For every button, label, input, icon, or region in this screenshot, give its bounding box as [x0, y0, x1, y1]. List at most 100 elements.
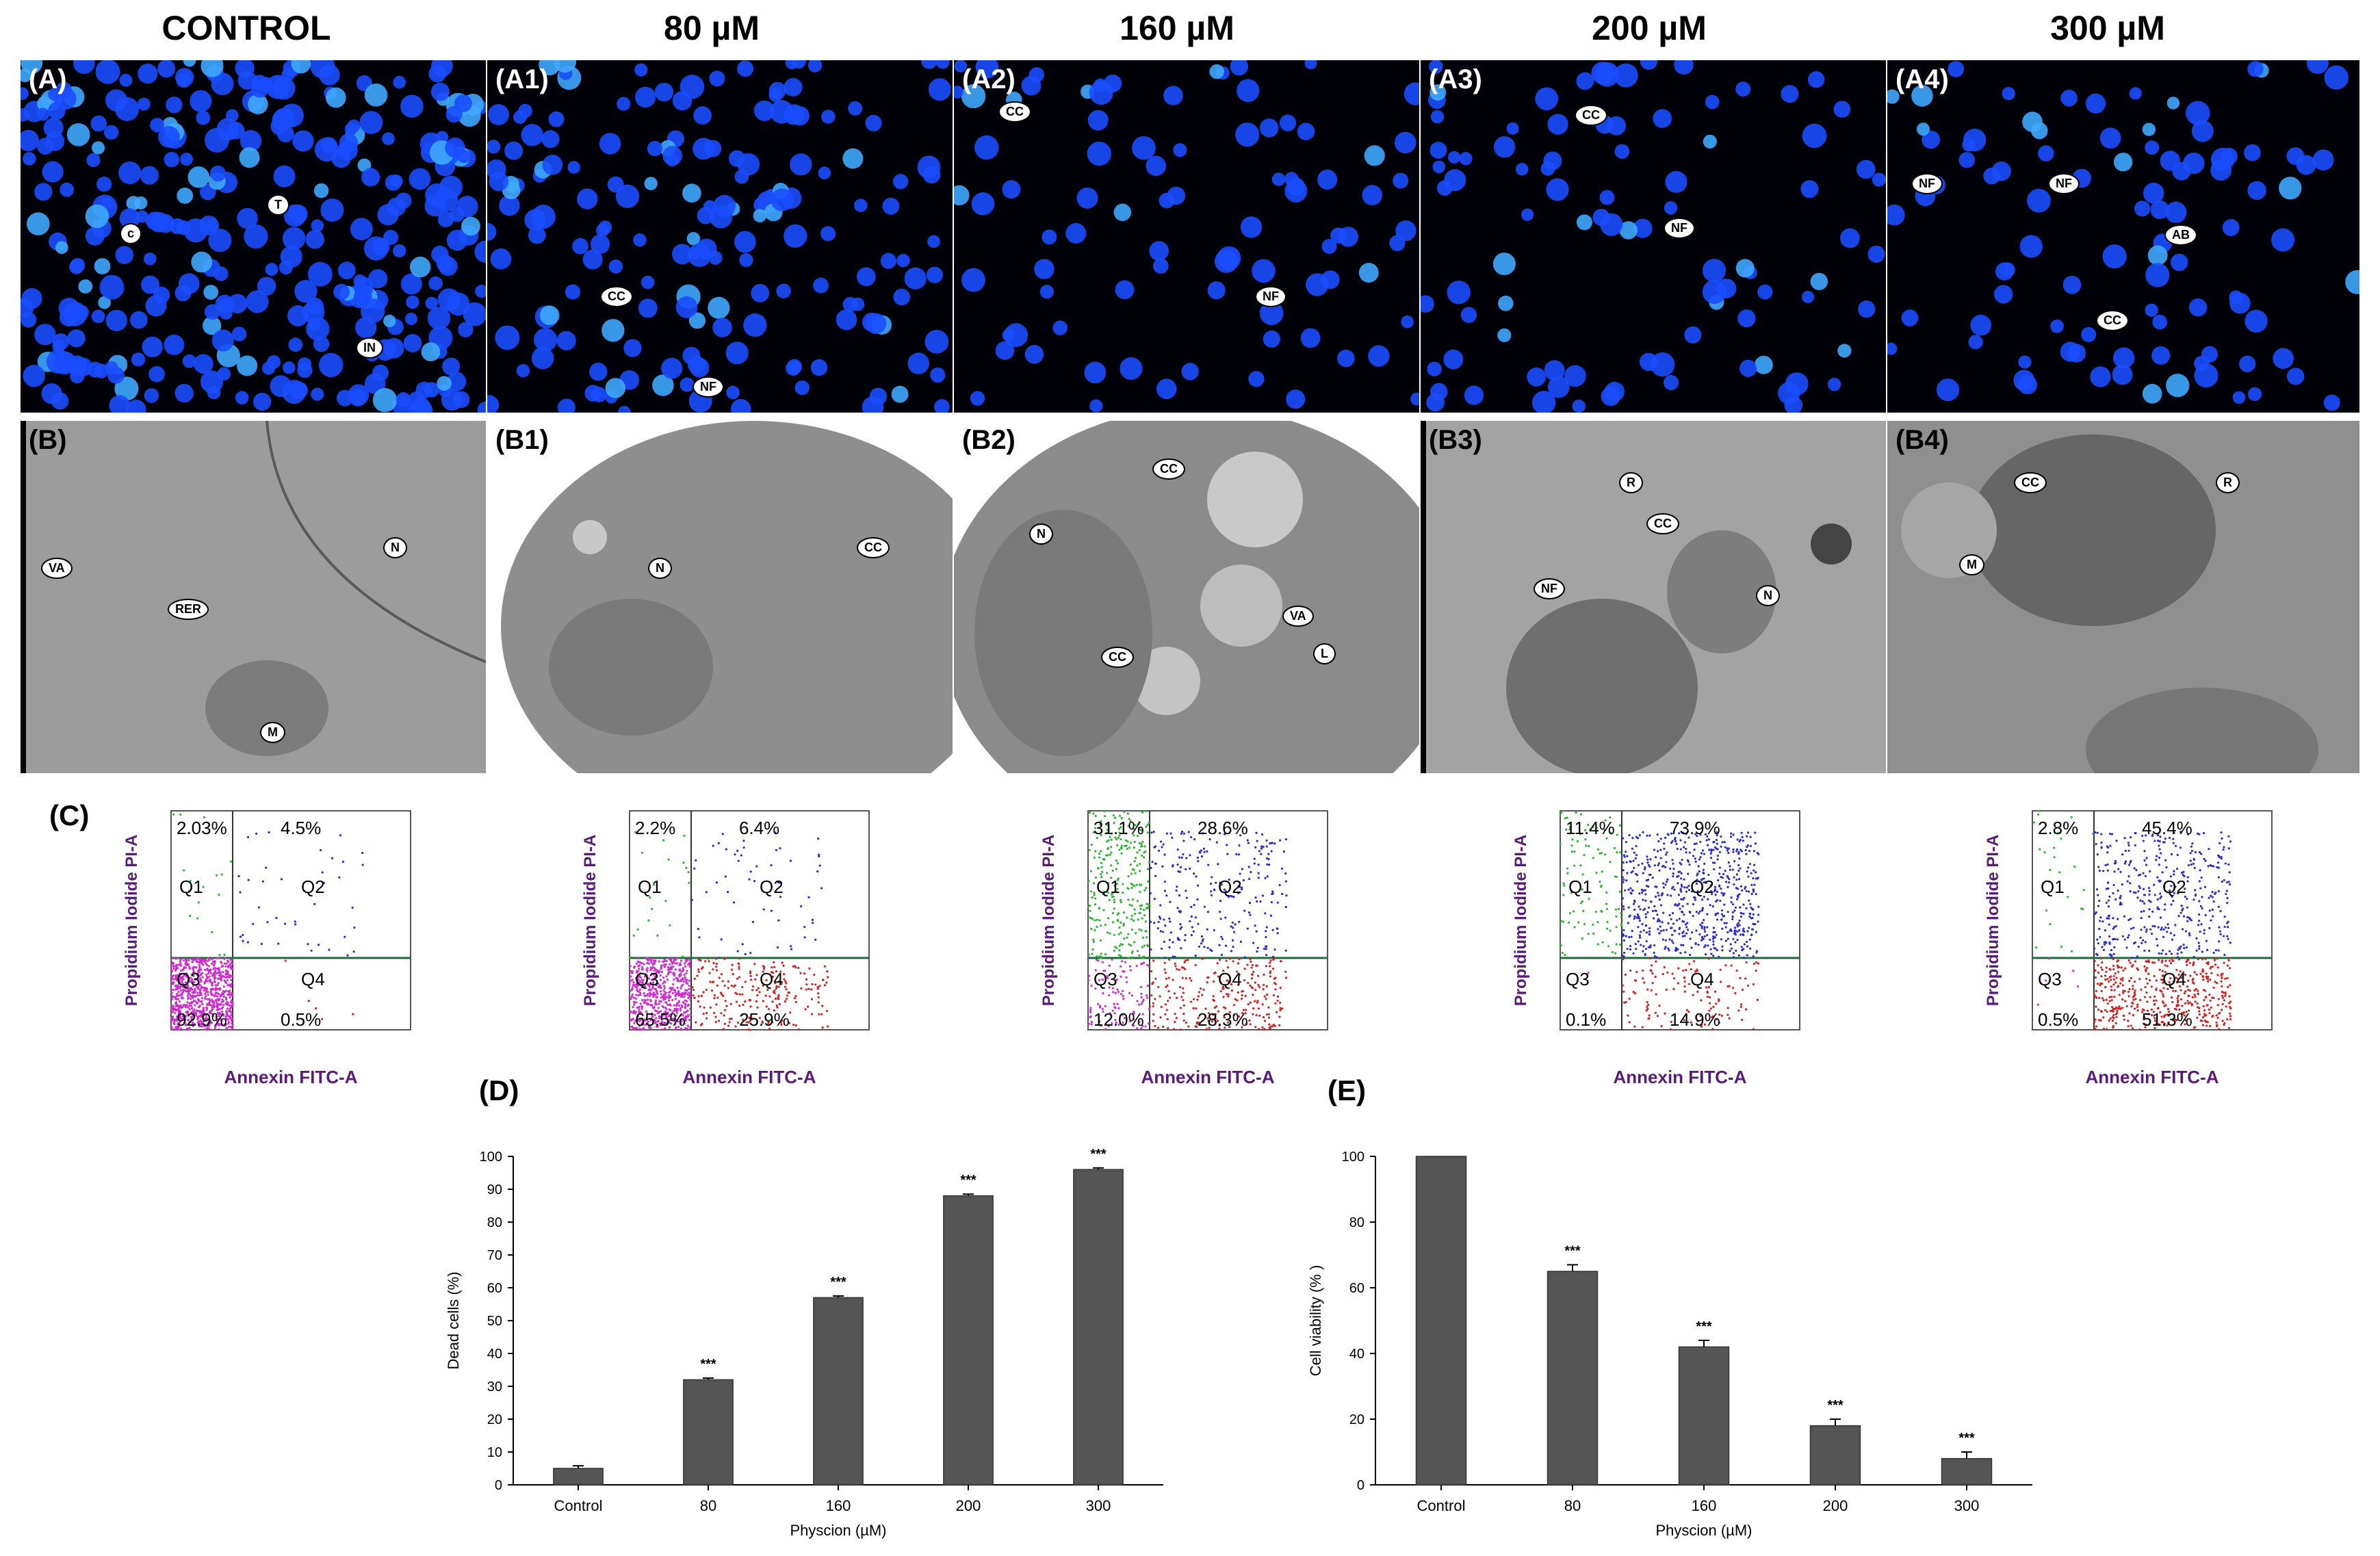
tem-texture: [21, 421, 486, 773]
event-dot: [632, 1006, 634, 1009]
event-dot: [2150, 985, 2153, 988]
event-dot: [649, 961, 652, 963]
nucleus-dot: [769, 100, 794, 124]
event-dot: [738, 976, 740, 978]
nucleus-dot: [144, 252, 157, 265]
event-dot: [726, 891, 729, 894]
event-dot: [1238, 844, 1241, 847]
event-dot: [1750, 883, 1753, 886]
event-dot: [823, 965, 826, 968]
event-dot: [1683, 990, 1686, 993]
event-dot: [1123, 937, 1126, 940]
event-dot: [1729, 943, 1732, 946]
nucleus-dot: [548, 111, 565, 127]
nucleus-dot: [531, 346, 554, 369]
event-dot: [1257, 877, 1260, 879]
event-dot: [1713, 931, 1716, 933]
event-dot: [211, 931, 214, 933]
q1-percent: 11.4%: [1566, 818, 1615, 838]
nucleus-dot: [400, 94, 424, 118]
event-dot: [1094, 850, 1097, 853]
event-dot: [2171, 895, 2173, 898]
event-dot: [187, 1006, 190, 1009]
event-dot: [2124, 849, 2127, 853]
event-dot: [2177, 948, 2179, 951]
nucleus-dot: [882, 197, 900, 215]
event-dot: [674, 1023, 677, 1026]
nucleus-dot: [23, 152, 36, 166]
event-dot: [709, 981, 712, 983]
nucleus-dot: [1702, 259, 1726, 283]
event-dot: [1718, 866, 1721, 869]
event-dot: [1631, 930, 1633, 933]
event-dot: [1165, 832, 1168, 835]
nucleus-dot: [393, 244, 406, 258]
event-dot: [2222, 935, 2225, 937]
event-dot: [1265, 998, 1267, 1000]
event-dot: [1256, 900, 1258, 903]
event-dot: [1093, 894, 1096, 896]
event-dot: [1705, 953, 1707, 956]
event-dot: [1718, 884, 1721, 887]
event-dot: [1700, 852, 1703, 855]
event-dot: [684, 991, 686, 994]
nucleus-dot: [1304, 60, 1317, 70]
event-dot: [2099, 920, 2101, 922]
nucleus-dot: [27, 212, 50, 235]
nucleus-dot: [2002, 87, 2015, 101]
event-dot: [1190, 933, 1193, 937]
event-dot: [1599, 880, 1601, 883]
nucleus-dot: [2112, 347, 2135, 369]
event-dot: [1718, 1013, 1721, 1016]
event-dot: [727, 987, 729, 989]
event-dot: [187, 890, 191, 892]
event-dot: [1197, 860, 1200, 863]
event-dot: [1678, 832, 1681, 835]
event-dot: [2140, 834, 2144, 838]
event-dot: [1172, 864, 1174, 867]
event-dot: [632, 981, 635, 984]
event-dot: [770, 909, 773, 912]
event-dot: [1746, 984, 1750, 987]
nucleus-dot: [2019, 235, 2043, 258]
event-dot: [2164, 903, 2166, 906]
event-dot: [1163, 961, 1166, 964]
event-dot: [187, 990, 190, 993]
event-dot: [1561, 951, 1564, 955]
event-dot: [1581, 873, 1584, 876]
event-dot: [1202, 957, 1205, 959]
q3-name: Q3: [1094, 969, 1117, 989]
event-dot: [670, 968, 673, 970]
event-dot: [2107, 915, 2110, 918]
nucleus-dot: [353, 288, 372, 307]
event-dot: [1226, 844, 1228, 846]
event-dot: [679, 1020, 682, 1023]
event-dot: [1703, 872, 1705, 874]
event-dot: [1111, 832, 1113, 835]
nucleus-dot: [105, 89, 127, 112]
event-dot: [1261, 833, 1264, 835]
nucleus-dot: [85, 204, 109, 229]
event-dot: [227, 1026, 231, 1028]
event-dot: [663, 1012, 666, 1015]
event-dot: [1635, 948, 1638, 950]
event-dot: [1169, 931, 1172, 934]
event-dot: [190, 958, 193, 961]
event-dot: [1685, 969, 1687, 972]
event-dot: [1098, 1020, 1101, 1023]
nucleus-dot: [1564, 365, 1586, 387]
nucleus-dot: [1209, 64, 1224, 79]
event-dot: [1174, 1013, 1176, 1015]
event-dot: [1211, 949, 1213, 952]
event-dot: [174, 1026, 177, 1029]
nucleus-dot: [164, 151, 180, 168]
event-dot: [1635, 844, 1638, 848]
event-dot: [1104, 924, 1107, 926]
event-dot: [1716, 1017, 1718, 1020]
event-dot: [817, 996, 820, 999]
nucleus-dot: [138, 64, 158, 84]
nucleus-dot: [1089, 399, 1103, 413]
event-dot: [721, 980, 724, 983]
event-dot: [1622, 861, 1625, 864]
event-dot: [2228, 871, 2231, 874]
